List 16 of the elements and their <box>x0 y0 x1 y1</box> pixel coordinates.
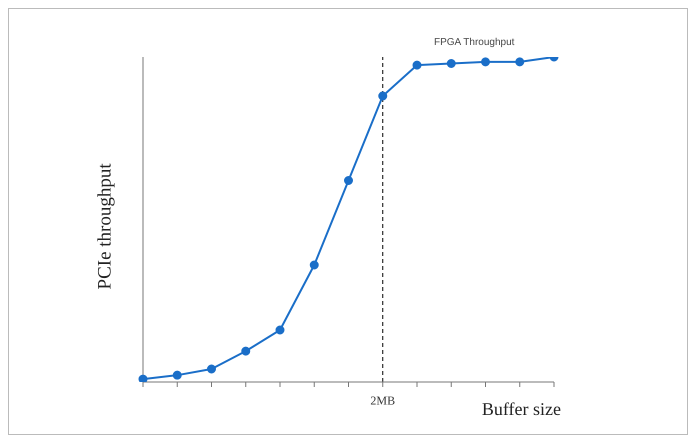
point <box>276 326 284 334</box>
point <box>412 60 422 70</box>
point <box>207 364 216 374</box>
point <box>344 176 353 185</box>
point <box>138 374 148 382</box>
point <box>241 346 250 356</box>
point <box>310 260 319 270</box>
x-axis-title: Buffer size <box>482 399 562 419</box>
point <box>515 57 524 66</box>
text: 2MB <box>370 394 396 408</box>
point <box>378 92 388 100</box>
point <box>446 59 456 68</box>
point <box>172 370 182 380</box>
y-axis-title: PCIe throughput <box>94 162 116 290</box>
text: FPGA Throughput <box>434 37 514 48</box>
point <box>481 57 490 66</box>
